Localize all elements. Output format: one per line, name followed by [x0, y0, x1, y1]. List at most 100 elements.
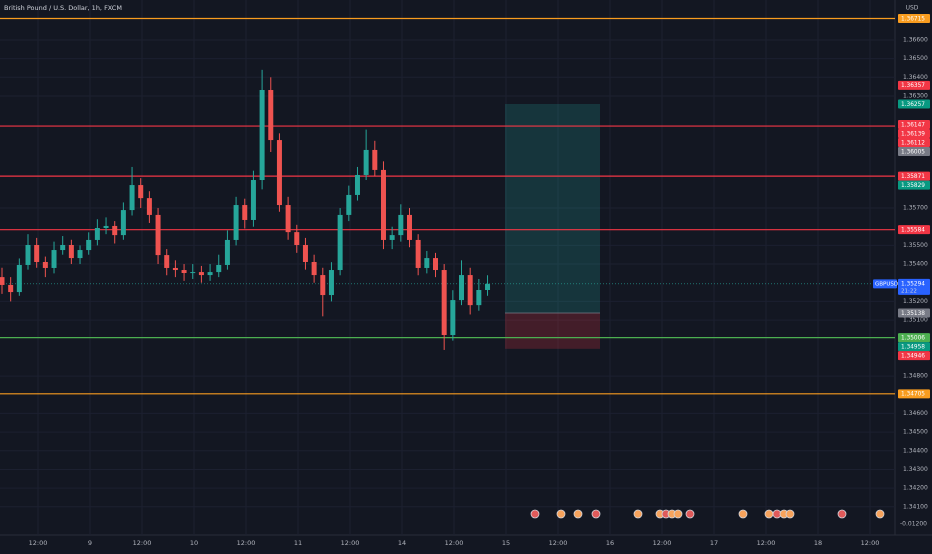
- candle-body: [406, 214, 412, 240]
- candle-body: [120, 210, 126, 236]
- candle-body: [207, 272, 213, 276]
- candle-body: [302, 244, 308, 262]
- candle-body: [77, 250, 83, 259]
- y-tick-label: 1.34200: [903, 485, 928, 492]
- symbol-label: GBPUSD: [875, 282, 898, 288]
- price-tag: [898, 171, 930, 181]
- event-icon: [573, 509, 583, 519]
- candle-body: [242, 205, 248, 220]
- candle-body: [25, 244, 31, 265]
- y-tick-label: 1.34500: [903, 429, 928, 436]
- x-tick-label: 12:00: [341, 539, 360, 547]
- candle-body: [42, 261, 48, 268]
- price-tag: [898, 138, 930, 148]
- profit-zone: [505, 104, 600, 313]
- price-tag-label: 1.35006: [901, 335, 925, 341]
- candle-body: [198, 272, 204, 276]
- event-icon: [837, 509, 847, 519]
- price-tag: [898, 180, 930, 190]
- event-icon: [875, 509, 885, 519]
- price-tag: [898, 129, 930, 139]
- candle-body: [146, 198, 152, 215]
- price-tag-label: 1.36112: [901, 140, 925, 146]
- candle-body: [415, 239, 421, 268]
- price-tag: [898, 99, 930, 109]
- price-tag-label: 1.36005: [901, 149, 925, 155]
- candle-body: [16, 264, 22, 293]
- last-price-label: 1.35294: [901, 281, 925, 287]
- x-tick-label: 15: [502, 539, 510, 547]
- price-tag: [898, 147, 930, 157]
- loss-zone: [505, 312, 600, 349]
- candle-body: [467, 275, 473, 306]
- x-tick-label: 12:00: [861, 539, 880, 547]
- y-tick-label: 1.34400: [903, 447, 928, 454]
- chart-title: British Pound / U.S. Dollar, 1h, FXCM: [4, 4, 122, 12]
- symbol-tag: [873, 279, 897, 289]
- candle-body: [34, 244, 40, 262]
- y-tick-label: 1.34100: [903, 503, 928, 510]
- price-tag: [898, 389, 930, 399]
- candle-body: [276, 140, 282, 206]
- event-icon: [685, 509, 695, 519]
- x-tick-label: 12:00: [653, 539, 672, 547]
- y-tick-label: 1.36600: [903, 36, 928, 43]
- candle-body: [294, 232, 300, 245]
- x-tick-label: 12:00: [445, 539, 464, 547]
- price-tag-label: 1.35871: [901, 174, 925, 180]
- candle-body: [337, 214, 343, 271]
- price-tag-label: 1.36257: [901, 102, 925, 108]
- candle-body: [224, 239, 230, 265]
- candle-body: [354, 174, 360, 195]
- x-tick-label: 17: [710, 539, 718, 547]
- event-icon: [673, 509, 683, 519]
- x-tick-label: 12:00: [133, 539, 152, 547]
- x-tick-label: 9: [88, 539, 92, 547]
- x-tick-label: 14: [398, 539, 406, 547]
- y-tick-label: 1.36300: [903, 92, 928, 99]
- event-icon: [530, 509, 540, 519]
- event-icon: [785, 509, 795, 519]
- price-tag: [898, 13, 930, 23]
- candle-body: [250, 180, 256, 220]
- event-icon: [556, 509, 566, 519]
- candle-body: [363, 149, 369, 175]
- price-tag: [898, 80, 930, 90]
- candle-body: [103, 225, 109, 229]
- price-tag-label: 1.36715: [901, 16, 925, 22]
- x-tick-label: 11: [294, 539, 302, 547]
- indicator-value: -0.01200: [900, 521, 927, 528]
- last-price-tag: [898, 278, 930, 295]
- candle-body: [346, 194, 352, 215]
- candle-body: [389, 235, 395, 240]
- price-tag-label: 1.35584: [901, 227, 925, 233]
- candle-body: [0, 277, 5, 285]
- candle-body: [172, 267, 178, 271]
- price-tag: [898, 225, 930, 235]
- price-tag: [898, 308, 930, 318]
- candle-body: [129, 185, 135, 211]
- candle-body: [311, 261, 317, 276]
- y-tick-label: 1.35400: [903, 261, 928, 268]
- candle-body: [268, 90, 274, 141]
- event-icon: [633, 509, 643, 519]
- price-tag-label: 1.36357: [901, 83, 925, 89]
- y-tick-label: 1.34300: [903, 466, 928, 473]
- countdown-label: 21:22: [901, 288, 917, 294]
- y-tick-label: 1.34800: [903, 373, 928, 380]
- x-tick-label: 12:00: [757, 539, 776, 547]
- candle-body: [155, 214, 161, 256]
- event-icon: [764, 509, 774, 519]
- candle-body: [285, 205, 291, 233]
- candle-body: [164, 255, 170, 268]
- y-tick-label: 1.35100: [903, 317, 928, 324]
- candle-body: [320, 275, 326, 296]
- candle-body: [328, 270, 334, 296]
- x-tick-label: 10: [190, 539, 198, 547]
- y-tick-label: 1.34600: [903, 410, 928, 417]
- event-icon: [591, 509, 601, 519]
- x-tick-label: 16: [606, 539, 614, 547]
